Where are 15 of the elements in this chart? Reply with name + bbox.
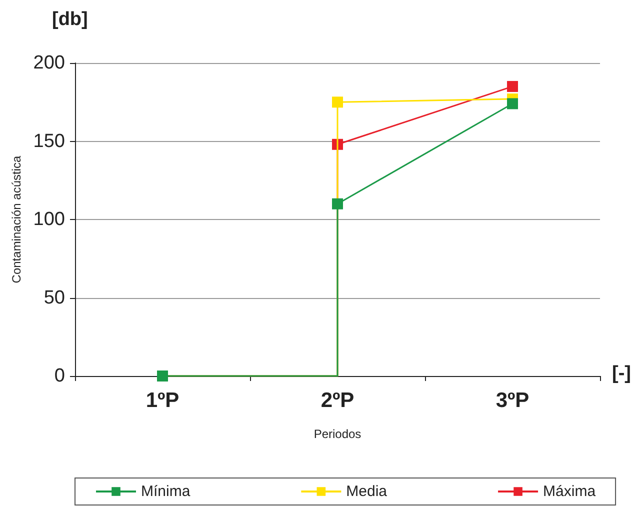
x-tick-label: 2ºP	[320, 389, 354, 412]
y-tick-label: 100	[33, 209, 65, 230]
legend-label: Media	[346, 483, 388, 500]
x-tick-label: 1ºP	[146, 389, 180, 412]
legend-label: Mínima	[141, 483, 191, 500]
y-tick-label: 50	[44, 287, 65, 308]
legend-label: Máxima	[543, 483, 596, 500]
text: [db]	[52, 9, 88, 30]
y-tick-label: 150	[33, 130, 65, 152]
y-tick-label: 200	[33, 52, 65, 74]
y-tick-label: 0	[54, 366, 65, 386]
text: [-]	[612, 363, 631, 384]
x-axis-title: Periodos	[314, 427, 362, 441]
y-axis-title: Contaminación acústica	[9, 155, 24, 284]
x-tick-label: 3ºP	[496, 389, 530, 412]
